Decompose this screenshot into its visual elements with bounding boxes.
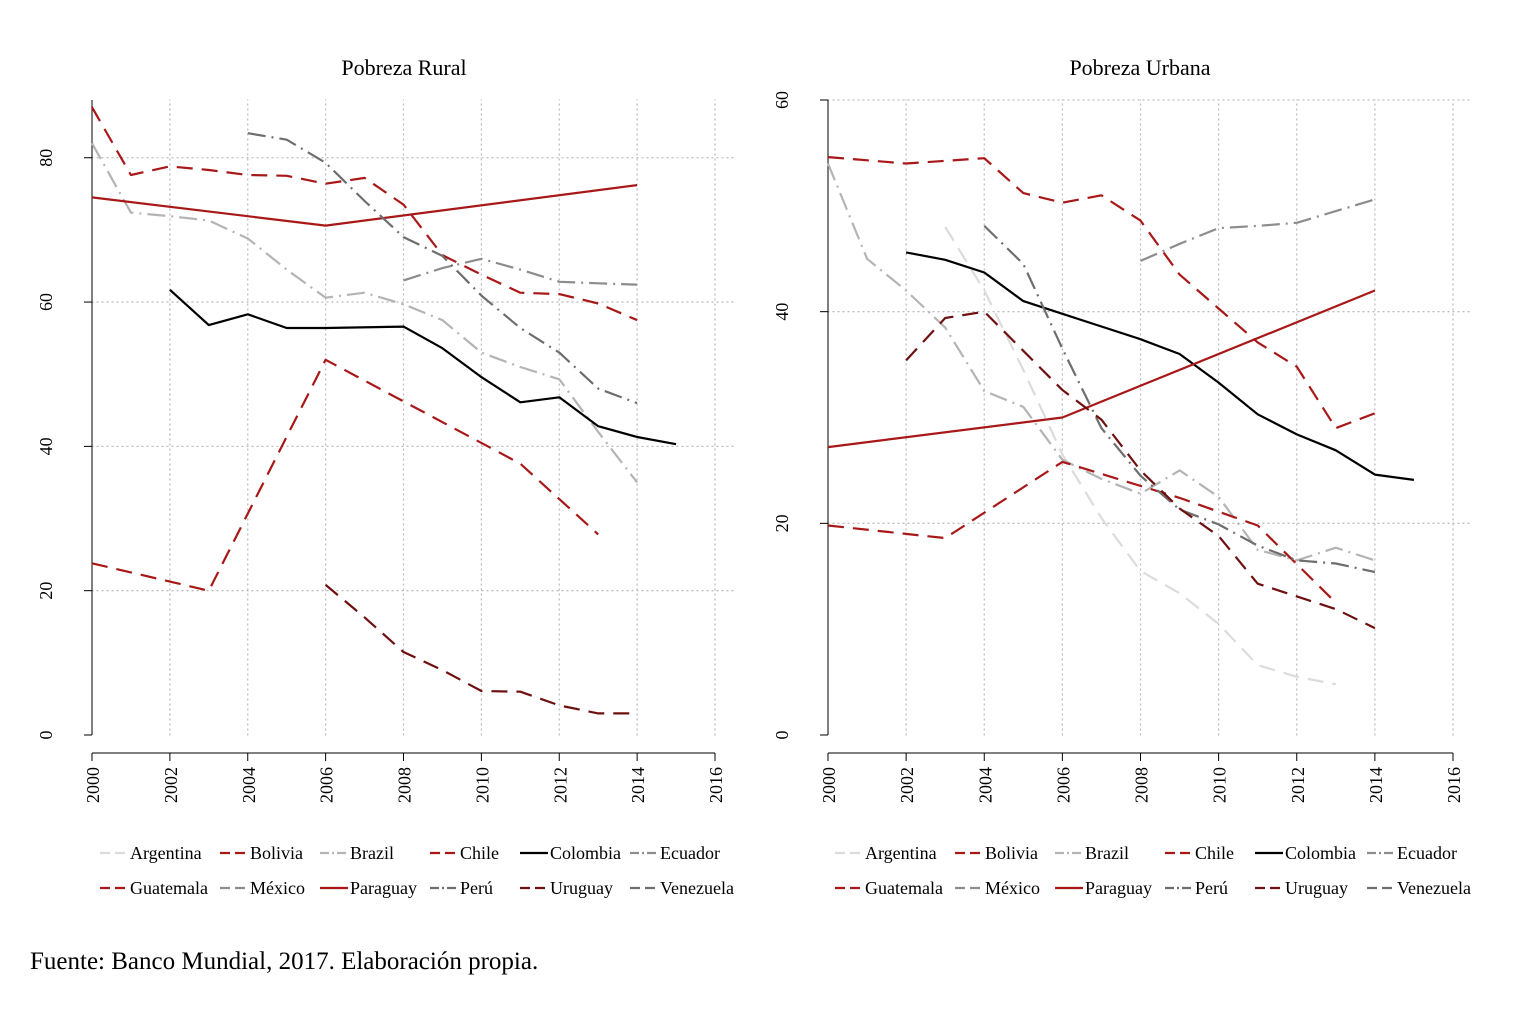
legend-label: Paraguay xyxy=(350,878,417,898)
series-line-paraguay xyxy=(91,184,638,227)
legend-label: Colombia xyxy=(550,843,621,863)
y-tick-label: 60 xyxy=(36,293,56,311)
legend: Argentina Bolivia Brazil Chile Colombia Ecuad… xyxy=(100,843,734,898)
legend-label: Uruguay xyxy=(550,878,613,898)
x-tick-label: 2016 xyxy=(1444,767,1464,803)
x-tick-label: 2006 xyxy=(317,767,337,803)
legend-label: Guatemala xyxy=(865,878,943,898)
series-line-bolivia xyxy=(827,156,1376,430)
y-tick-label: 20 xyxy=(36,582,56,600)
series-line-paraguay xyxy=(827,289,1376,449)
x-tick-label: 2014 xyxy=(1366,767,1386,803)
y-tick-label: 0 xyxy=(772,731,792,740)
legend-label: Colombia xyxy=(1285,843,1356,863)
y-tick-label: 80 xyxy=(36,149,56,167)
series-line-uruguay xyxy=(324,584,638,715)
chart-title: Pobreza Rural xyxy=(341,55,466,80)
legend-label: Chile xyxy=(460,843,499,863)
legend-label: Bolivia xyxy=(985,843,1038,863)
series-lines xyxy=(91,106,677,715)
legend-label: Bolivia xyxy=(250,843,303,863)
x-tick-label: 2006 xyxy=(1053,767,1073,803)
axes: 0 20 40 60 80 2000 2002 2004 2006 2008 2010 2012 201… xyxy=(36,100,726,803)
legend-label: Guatemala xyxy=(130,878,208,898)
x-tick-label: 2008 xyxy=(395,767,415,803)
legend-label: Brazil xyxy=(350,843,394,863)
legend-label: Paraguay xyxy=(1085,878,1152,898)
x-tick-label: 2010 xyxy=(1210,767,1230,803)
legend-label: Argentina xyxy=(865,843,937,863)
legend-label: Uruguay xyxy=(1285,878,1348,898)
series-line-colombia xyxy=(169,288,677,446)
source-note: Fuente: Banco Mundial, 2017. Elaboración… xyxy=(30,948,539,975)
x-tick-label: 2012 xyxy=(550,767,570,803)
x-tick-label: 2004 xyxy=(239,767,259,803)
series-line-guatemala xyxy=(91,358,599,592)
x-tick-label: 2002 xyxy=(161,767,181,803)
series-line-chile xyxy=(827,460,1337,604)
series-line-ecuador xyxy=(1140,198,1376,262)
legend-label: Venezuela xyxy=(660,878,734,898)
series-line-colombia xyxy=(905,251,1415,481)
legend-label: Ecuador xyxy=(660,843,720,863)
legend-label: Perú xyxy=(460,878,493,898)
y-tick-label: 40 xyxy=(36,437,56,455)
axes: 0 20 40 60 2000 2002 2004 2006 2008 2010 2012 2014 2… xyxy=(772,91,1464,803)
legend-label: Perú xyxy=(1195,878,1228,898)
panel-pobreza-urbana: Pobreza Urbana 0 20 40 60 2000 2002 2004 2006 20… xyxy=(772,55,1472,898)
y-tick-label: 20 xyxy=(772,514,792,532)
legend-label: Chile xyxy=(1195,843,1234,863)
series-line-peru xyxy=(983,225,1376,574)
x-tick-label: 2000 xyxy=(83,767,103,803)
x-tick-label: 2008 xyxy=(1132,767,1152,803)
legend-label: México xyxy=(985,878,1040,898)
legend-label: Argentina xyxy=(130,843,202,863)
series-line-peru xyxy=(247,132,638,405)
legend-label: Venezuela xyxy=(1397,878,1471,898)
gridlines xyxy=(827,99,1472,736)
legend-label: Ecuador xyxy=(1397,843,1457,863)
x-tick-label: 2012 xyxy=(1288,767,1308,803)
panel-pobreza-rural: Pobreza Rural 0 20 40 60 80 2000 2002 2004 2006 2… xyxy=(36,55,734,898)
x-tick-label: 2004 xyxy=(975,767,995,803)
figure: Pobreza Rural 0 20 40 60 80 2000 2002 2004 2006 2… xyxy=(36,55,1472,898)
y-tick-label: 0 xyxy=(36,731,56,740)
series-line-bolivia xyxy=(91,106,638,322)
x-tick-label: 2002 xyxy=(897,767,917,803)
x-tick-label: 2000 xyxy=(819,767,839,803)
gridlines xyxy=(91,99,734,736)
x-tick-label: 2014 xyxy=(628,767,648,803)
series-line-uruguay xyxy=(905,310,1376,630)
y-tick-label: 60 xyxy=(772,91,792,109)
legend: Argentina Bolivia Brazil Chile Colombia Ecuad… xyxy=(835,843,1471,898)
x-tick-label: 2010 xyxy=(472,767,492,803)
legend-label: México xyxy=(250,878,305,898)
series-line-argentina xyxy=(944,226,1337,686)
chart-title: Pobreza Urbana xyxy=(1069,55,1210,80)
series-line-brazil xyxy=(826,163,1376,562)
series-lines xyxy=(826,156,1415,686)
series-line-ecuador xyxy=(403,257,638,286)
legend-label: Brazil xyxy=(1085,843,1129,863)
y-tick-label: 40 xyxy=(772,303,792,321)
series-line-brazil xyxy=(91,142,638,484)
x-tick-label: 2016 xyxy=(706,767,726,803)
